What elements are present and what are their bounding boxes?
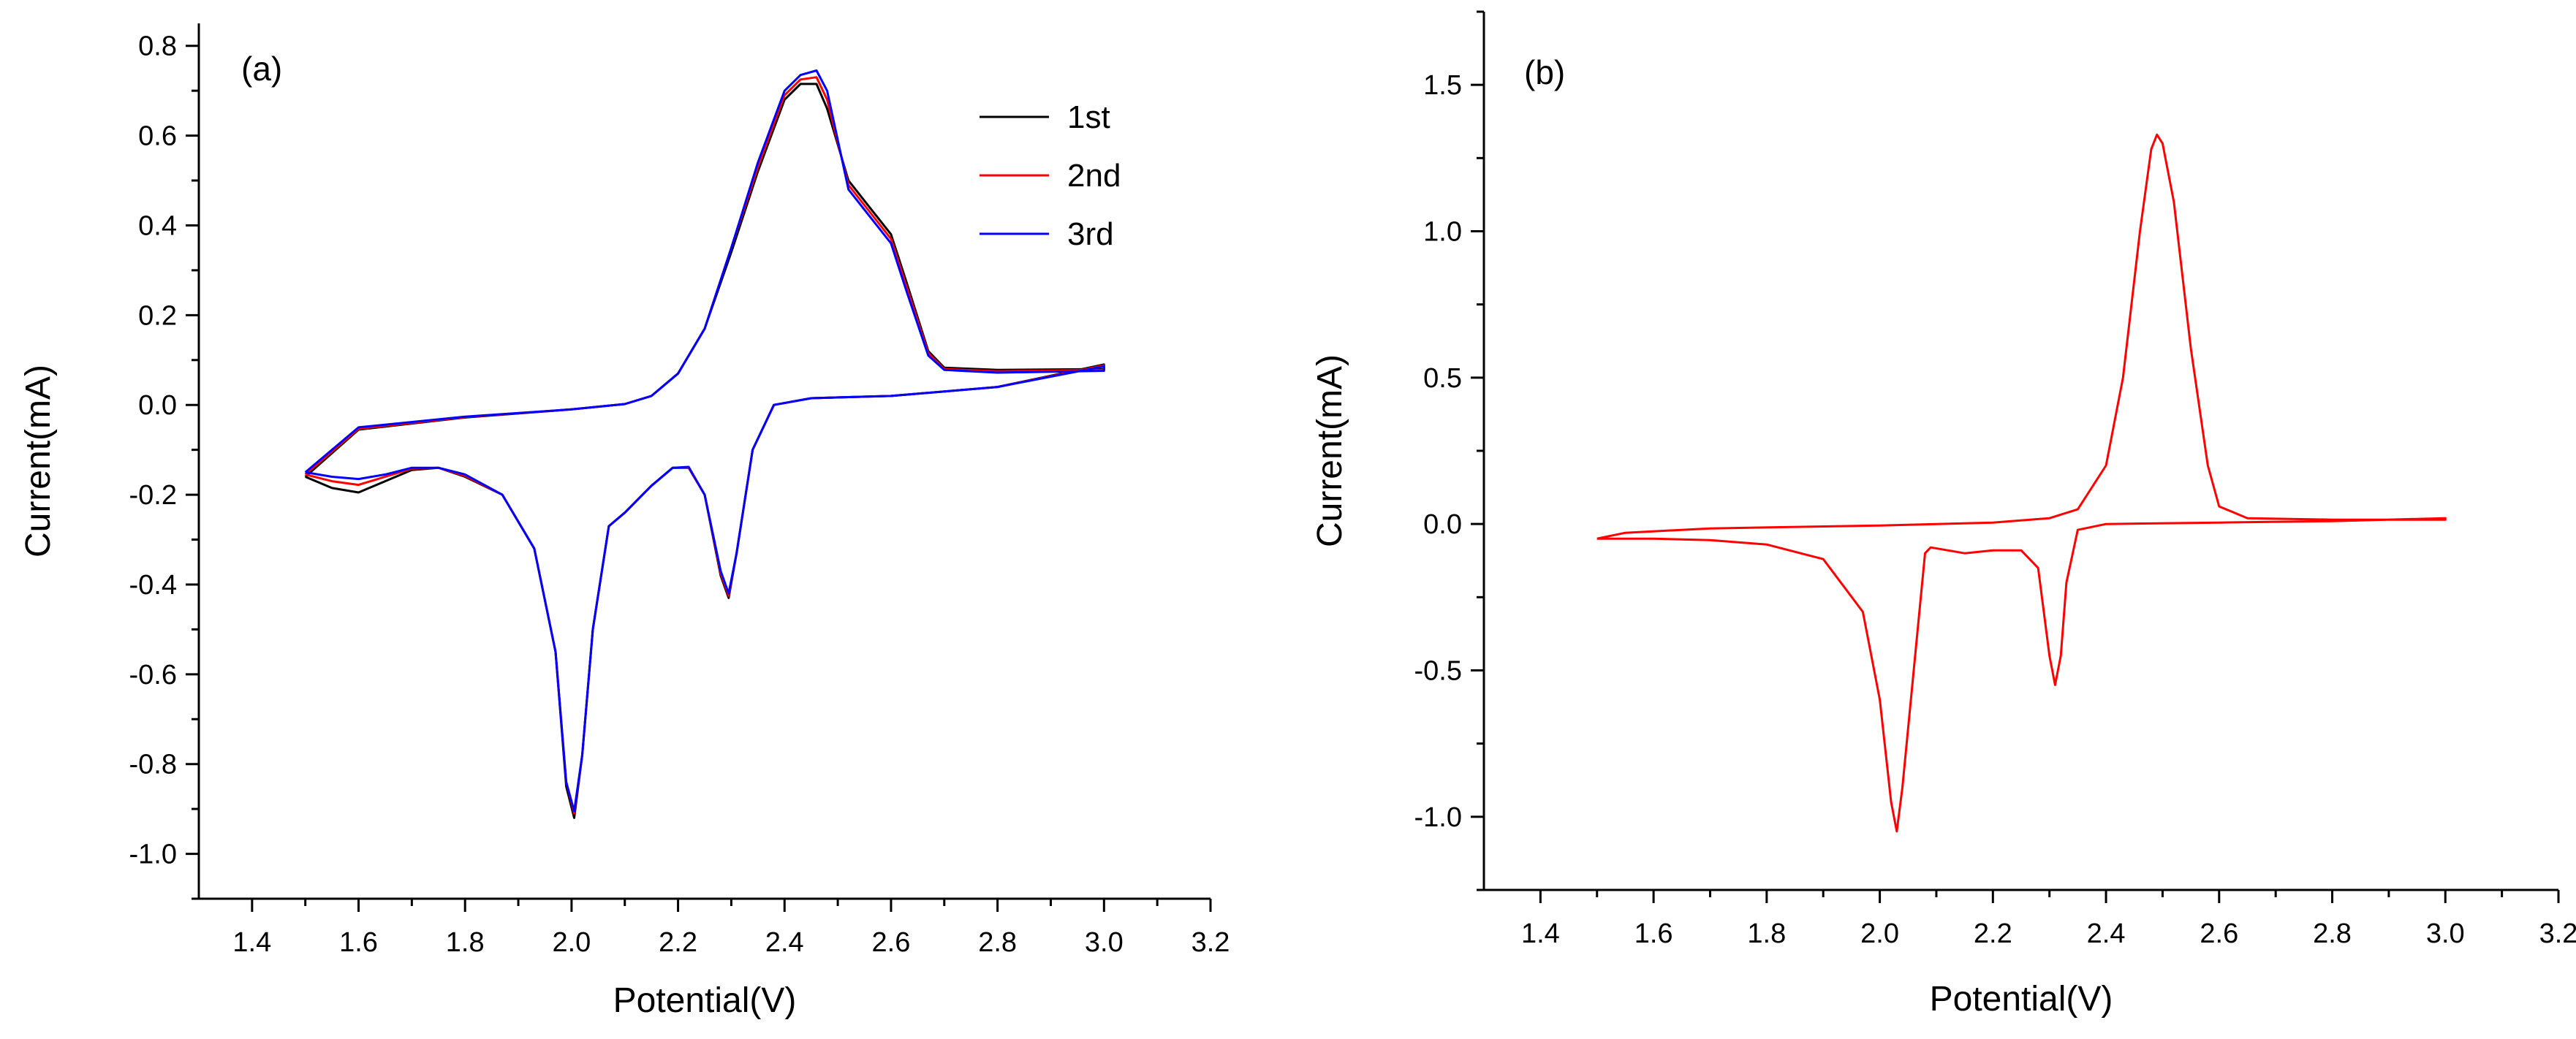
x-tick-label: 1.6	[339, 927, 378, 958]
x-tick-label: 3.2	[1192, 927, 1230, 958]
x-tick-label: 2.8	[2313, 918, 2352, 949]
legend-label-2nd: 2nd	[1067, 158, 1121, 194]
y-tick-label: -1.0	[129, 840, 177, 870]
x-tick-label: 2.0	[1860, 918, 1899, 949]
y-tick-label: 0.8	[138, 31, 177, 62]
x-tick-label: 2.0	[552, 927, 591, 958]
y-tick-label: 0.0	[138, 390, 177, 421]
panel-a: 1.4 1.6 1.8 2.0 2.2 2.4 2.6 2.8 3.0 3.2 -1.0 -0.8 -0…	[19, 23, 1230, 1020]
x-tick-label: 1.8	[1747, 918, 1786, 949]
x-tick-label: 1.6	[1634, 918, 1673, 949]
y-tick-label: -0.8	[129, 750, 177, 780]
x-tick-label: 3.0	[2426, 918, 2465, 949]
series-line-1st	[304, 83, 1105, 819]
panel-label: (b)	[1524, 53, 1565, 91]
panel-b: 1.4 1.6 1.8 2.0 2.2 2.4 2.6 2.8 3.0 3.2 -1.0 -0.5 0.…	[1311, 10, 2576, 1019]
y-axis-label: Current(mA)	[1311, 354, 1349, 547]
x-tick-label: 2.2	[659, 927, 697, 958]
x-tick-label: 2.6	[872, 927, 911, 958]
x-tick-label: 3.2	[2539, 918, 2576, 949]
y-tick-label: 0.4	[138, 210, 177, 241]
y-tick-label: 0.0	[1423, 509, 1462, 540]
x-tick-label: 2.4	[2087, 918, 2126, 949]
x-tick-label: 2.8	[978, 927, 1017, 958]
x-tick-label: 2.2	[1974, 918, 2012, 949]
legend-label-3rd: 3rd	[1067, 216, 1114, 252]
x-tick-label: 2.4	[765, 927, 804, 958]
y-tick-label: 0.5	[1423, 363, 1462, 394]
x-tick-label: 1.4	[232, 927, 271, 958]
x-tick-label: 1.8	[446, 927, 485, 958]
y-tick-label: -0.6	[129, 660, 177, 690]
x-tick-label: 1.4	[1521, 918, 1560, 949]
series-line-2nd	[304, 76, 1105, 815]
series-line-3rd	[304, 69, 1105, 812]
y-tick-label: 1.0	[1423, 217, 1462, 248]
y-tick-label: -0.2	[129, 480, 177, 511]
panel-label: (a)	[241, 50, 282, 88]
y-tick-label: -1.0	[1414, 802, 1462, 833]
x-axis-label: Potential(V)	[1930, 980, 2113, 1019]
y-axis-label: Current(mA)	[19, 365, 58, 557]
x-tick-label: 3.0	[1085, 927, 1124, 958]
legend-label-1st: 1st	[1067, 99, 1110, 135]
y-tick-label: -0.4	[129, 570, 177, 601]
series-line-CV	[1596, 133, 2447, 833]
y-tick-label: -0.5	[1414, 656, 1462, 687]
y-tick-label: 1.5	[1423, 70, 1462, 101]
x-axis-label: Potential(V)	[613, 981, 797, 1020]
y-tick-label: 0.6	[138, 121, 177, 152]
y-tick-label: 0.2	[138, 300, 177, 331]
x-tick-label: 2.6	[2200, 918, 2238, 949]
